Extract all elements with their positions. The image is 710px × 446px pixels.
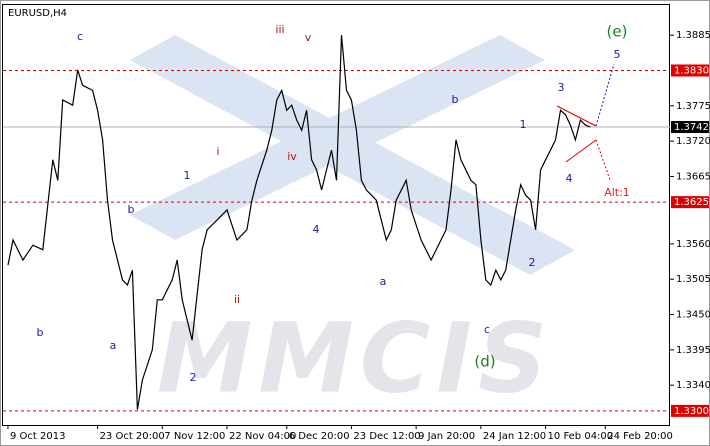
- watermark: MMCIS: [157, 302, 553, 414]
- chart-title: EURUSD,H4: [8, 8, 67, 19]
- x-tick-label: 23 Dec 12:00: [353, 431, 420, 442]
- x-tick-label: 9 Jan 20:00: [418, 431, 475, 442]
- x-tick-label: 24 Jan 12:00: [483, 431, 546, 442]
- x-tick-label: 10 Feb 04:00: [548, 431, 614, 442]
- wave-label: b: [452, 93, 459, 106]
- y-tick-label: 1.3505: [676, 274, 710, 285]
- y-tick-label: 1.3775: [676, 101, 710, 112]
- wave-label: iii: [275, 23, 284, 36]
- wave-label: 4: [566, 172, 573, 185]
- triangle-line: [565, 139, 597, 163]
- wave-label: (e): [607, 23, 628, 41]
- level-label: 1.3742: [674, 122, 709, 133]
- level-box: [671, 404, 709, 417]
- y-tick-label: 1.3340: [676, 380, 710, 391]
- wave-label: c: [77, 30, 83, 43]
- y-tick-label: 1.3665: [676, 171, 710, 182]
- x-tick-label: 24 Feb 20:00: [607, 431, 673, 442]
- wave-label: 2: [529, 256, 536, 269]
- y-tick-label: 1.3885: [676, 30, 710, 41]
- y-tick-label: 1.3720: [676, 136, 710, 147]
- plot-frame: [2, 4, 670, 426]
- wave-label: b: [37, 326, 44, 339]
- projection-line: [595, 139, 611, 181]
- wave-label: 2: [190, 371, 197, 384]
- y-tick-label: 1.3450: [676, 310, 710, 321]
- plot-layer: 1.3885 1.3775 1.3720 1.3665 1.3560 1.3505 1.34…: [3, 30, 710, 442]
- triangle-line: [556, 105, 597, 127]
- pattern: [556, 63, 615, 181]
- level-box: [671, 196, 709, 209]
- y-tick-label: 1.3395: [676, 345, 710, 356]
- wave-label: iv: [287, 150, 297, 163]
- x-tick-label: 6 Dec 20:00: [289, 431, 350, 442]
- x-tick-label: 23 Oct 20:00: [100, 431, 165, 442]
- level-label: 1.3300: [674, 406, 709, 417]
- wave-label: b: [128, 203, 135, 216]
- wave-label: 3: [558, 81, 565, 94]
- level-box: [671, 64, 709, 77]
- wave-label: 4: [313, 223, 320, 236]
- x-tick-label: 9 Oct 2013: [10, 431, 65, 442]
- wave-label: a: [380, 275, 387, 288]
- wave-label: (d): [474, 353, 495, 371]
- logo-band: [130, 35, 575, 275]
- level-label: 1.3625: [674, 197, 709, 208]
- level-box: [671, 121, 709, 134]
- x-tick-label: 22 Nov 04:00: [229, 431, 296, 442]
- x-tick-label: 7 Nov 12:00: [164, 431, 225, 442]
- wave-label: Alt:1: [604, 186, 630, 199]
- wave-label: i: [216, 145, 219, 158]
- wave-label: 5: [614, 48, 621, 61]
- wave-label: c: [484, 323, 490, 336]
- wave-label: v: [305, 31, 312, 44]
- level-label: 1.3830: [674, 66, 709, 77]
- wave-label: a: [110, 339, 117, 352]
- wave-label: 1: [184, 169, 191, 182]
- projection-line: [595, 63, 615, 127]
- wave-label: ii: [234, 293, 240, 306]
- y-tick-label: 1.3560: [676, 239, 710, 250]
- wave-label: 1: [520, 118, 527, 131]
- price-line: [7, 35, 591, 410]
